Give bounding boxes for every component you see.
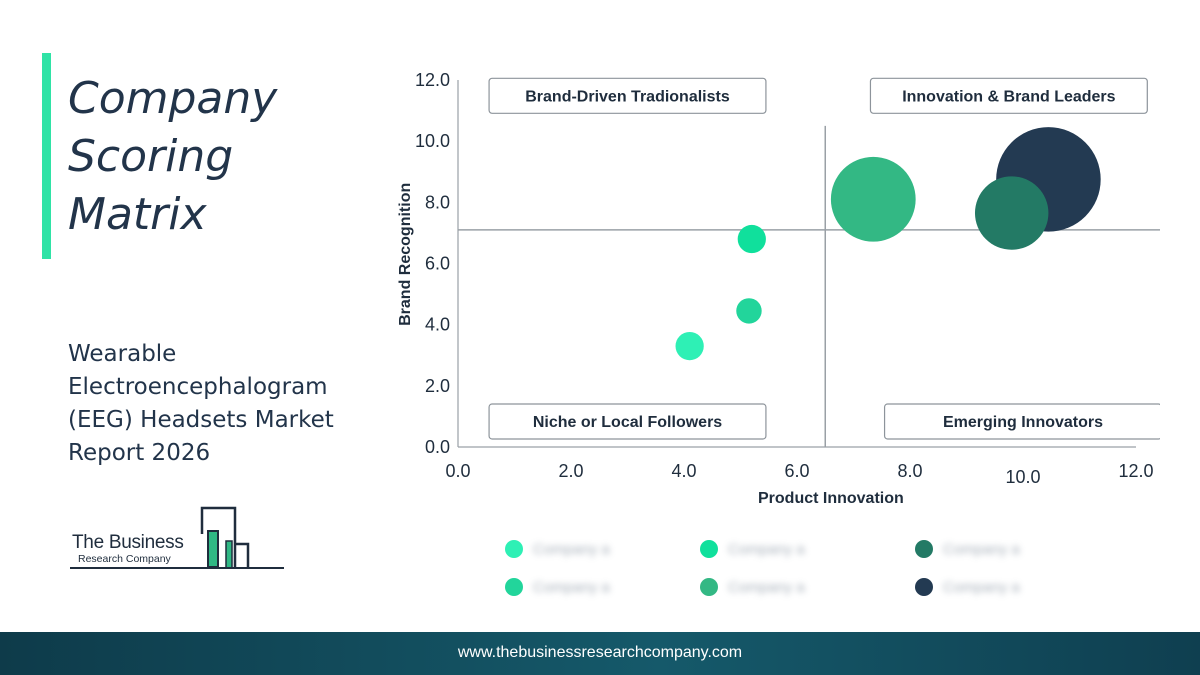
legend-item: Company a xyxy=(915,540,1020,558)
quadrant-label-box xyxy=(488,77,767,114)
subtitle-line: (EEG) Headsets Market xyxy=(68,407,334,433)
y-tick-label: 10.0 xyxy=(415,131,450,151)
legend-label: Company a xyxy=(728,540,805,558)
title-line: Company xyxy=(68,73,278,124)
footer-bar: www.thebusinessresearchcompany.com xyxy=(0,632,1200,675)
report-subtitle: Wearable Electroencephalogram (EEG) Head… xyxy=(68,338,368,470)
quadrant-label: Niche or Local Followers xyxy=(533,414,722,431)
title-line: Matrix xyxy=(68,189,207,240)
y-axis-label: Brand Recognition xyxy=(397,183,414,326)
x-tick-label: 0.0 xyxy=(445,461,470,481)
title-line: Scoring xyxy=(68,131,234,182)
quadrant-label-box xyxy=(883,403,1160,440)
logo-name: The Business xyxy=(72,532,184,553)
y-tick-label: 12.0 xyxy=(415,70,450,90)
company-bubble xyxy=(736,298,762,324)
quadrant-label: Emerging Innovators xyxy=(943,414,1103,431)
legend-label: Company a xyxy=(533,578,610,596)
logo-subtitle: Research Company xyxy=(78,553,171,565)
x-tick-label: 8.0 xyxy=(897,461,922,481)
y-tick-label: 2.0 xyxy=(425,376,450,396)
x-tick-label: 4.0 xyxy=(671,461,696,481)
page-title: Company Scoring Matrix xyxy=(68,70,358,244)
legend-label: Company a xyxy=(943,540,1020,558)
footer-url[interactable]: www.thebusinessresearchcompany.com xyxy=(457,644,743,661)
legend-item: Company a xyxy=(505,578,610,596)
subtitle-line: Report 2026 xyxy=(68,440,211,466)
y-tick-label: 8.0 xyxy=(425,192,450,212)
legend-item: Company a xyxy=(700,540,805,558)
legend-swatch xyxy=(915,540,933,558)
company-bubble xyxy=(675,331,704,361)
legend-swatch xyxy=(915,578,933,596)
scoring-matrix-chart: 0.0 2.0 4.0 6.0 8.0 10.0 12.0 0.0 2.0 4.0 6.0 8.0 10… xyxy=(397,70,1160,507)
chart-legend: Company a Company a Company a Company a Comp… xyxy=(505,540,1065,610)
x-tick-label: 10.0 xyxy=(1005,467,1040,487)
legend-item: Company a xyxy=(700,578,805,596)
subtitle-line: Electroencephalogram xyxy=(68,374,328,400)
quadrant-label-box xyxy=(488,403,767,440)
title-accent-bar xyxy=(42,53,51,259)
quadrant-label-box xyxy=(869,77,1148,114)
legend-item: Company a xyxy=(915,578,1020,596)
legend-item: Company a xyxy=(505,540,610,558)
x-tick-label: 12.0 xyxy=(1118,461,1153,481)
y-tick-label: 6.0 xyxy=(425,254,450,274)
company-logo: The Business Research Company xyxy=(68,504,288,574)
legend-swatch xyxy=(700,578,718,596)
building-logo-icon xyxy=(70,506,284,569)
subtitle-line: Wearable xyxy=(68,341,177,367)
legend-label: Company a xyxy=(728,578,805,596)
company-bubble xyxy=(830,156,916,242)
company-bubble xyxy=(974,176,1049,250)
company-bubble xyxy=(737,224,766,254)
legend-swatch xyxy=(505,578,523,596)
quadrant-label: Brand-Driven Tradionalists xyxy=(525,88,730,105)
quadrant-label: Innovation & Brand Leaders xyxy=(902,88,1115,105)
y-tick-label: 0.0 xyxy=(425,437,450,457)
legend-label: Company a xyxy=(533,540,610,558)
legend-label: Company a xyxy=(943,578,1020,596)
legend-swatch xyxy=(700,540,718,558)
x-tick-label: 6.0 xyxy=(784,461,809,481)
legend-swatch xyxy=(505,540,523,558)
y-tick-label: 4.0 xyxy=(425,315,450,335)
x-tick-label: 2.0 xyxy=(558,461,583,481)
x-axis-label: Product Innovation xyxy=(758,490,904,507)
